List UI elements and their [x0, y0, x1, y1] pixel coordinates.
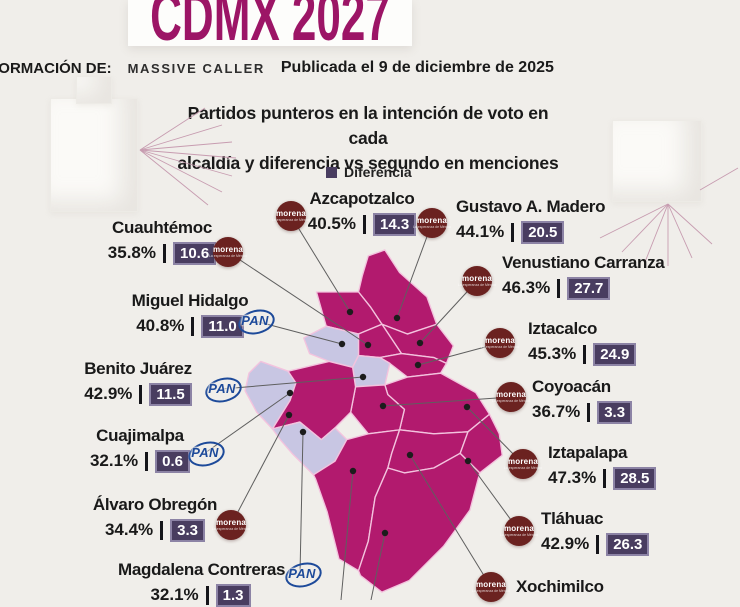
label-xochimilco: Xochimilco: [516, 577, 604, 596]
title-banner: CDMX 2027: [128, 0, 412, 56]
pct-value: 35.8%: [107, 243, 156, 263]
region-benito-juarez: [351, 354, 391, 388]
diff-badge: 26.3: [606, 532, 650, 556]
morena-badge-iztacalco: morena La esperanza de México: [481, 328, 519, 358]
diff-badge: 3.3: [170, 518, 206, 542]
ballot-box-left: [50, 98, 138, 212]
diff-badge: 0.6: [155, 449, 191, 473]
pct-value: 36.7%: [532, 402, 581, 422]
morena-badge-iztapalapa: morena La esperanza de México: [504, 449, 542, 479]
pct-value: 40.5%: [307, 214, 356, 234]
label-venustiano-carranza: Venustiano Carranza 46.3% 27.7: [502, 253, 682, 300]
label-miguel-hidalgo: Miguel Hidalgo 40.8% 11.0: [110, 291, 270, 338]
pct-value: 46.3%: [502, 278, 551, 298]
source-name: MASSIVE CALLER: [127, 60, 265, 76]
pct-value: 42.9%: [84, 384, 133, 404]
label-iztapalapa: Iztapalapa 47.3% 28.5: [548, 443, 688, 490]
label-magdalena-contreras: Magdalena Contreras 32.1% 1.3: [118, 560, 285, 607]
cdmx-map: [244, 249, 503, 593]
pan-badge-cuajimalpa: PAN: [185, 437, 228, 471]
pan-badge-miguel-hidalgo: PAN: [235, 305, 278, 339]
ballot-box-right: [612, 120, 702, 202]
region-coyoacan: [349, 384, 406, 435]
morena-badge-gustavo-a-madero: morena La esperanza de México: [413, 208, 451, 238]
diff-badge: 28.5: [613, 466, 657, 490]
morena-badge-cuauhtemoc: morena La esperanza de México: [209, 237, 247, 267]
pct-value: 45.3%: [528, 344, 577, 364]
pct-value: 40.8%: [136, 316, 185, 336]
source-line: INFORMACIÓN DE: MASSIVE CALLER Publicada…: [0, 57, 554, 79]
pct-value: 32.1%: [150, 585, 199, 605]
morena-badge-xochimilco: morena La esperanza de México: [472, 572, 510, 602]
published-date: Publicada el 9 de diciembre de 2025: [280, 59, 554, 76]
diff-badge: 11.5: [149, 382, 192, 406]
morena-badge-venustiano-carranza: morena La esperanza de México: [458, 266, 496, 296]
source-prefix: INFORMACIÓN DE:: [0, 59, 112, 77]
region-miguel-hidalgo: [303, 325, 360, 368]
label-gustavo-a-madero: Gustavo A. Madero 44.1% 20.5: [456, 197, 626, 244]
label-cuajimalpa: Cuajimalpa 32.1% 0.6: [60, 426, 220, 473]
legend-diferencia: Diferencia: [326, 164, 412, 180]
pct-value: 42.9%: [541, 534, 590, 554]
label-azcapotzalco: Azcapotzalco 40.5% 14.3: [300, 189, 424, 236]
pan-badge-benito-juarez: PAN: [202, 373, 245, 407]
label-iztacalco: Iztacalco 45.3% 24.9: [528, 319, 658, 366]
morena-badge-azcapotzalco: morena La esperanza de México: [272, 201, 310, 231]
pct-value: 34.4%: [104, 520, 154, 540]
label-coyoacan: Coyoacán 36.7% 3.3: [532, 377, 662, 424]
legend-swatch: [326, 166, 337, 178]
diff-badge: 11.0: [201, 314, 244, 338]
page-title: CDMX 2027: [150, 0, 390, 56]
pct-value: 44.1%: [456, 222, 505, 242]
diff-badge: 27.7: [567, 276, 611, 300]
pan-badge-magdalena-contreras: PAN: [282, 558, 325, 592]
label-benito-juarez: Benito Juárez 42.9% 11.5: [58, 359, 218, 406]
morena-badge-tlahuac: morena La esperanza de México: [500, 516, 538, 546]
diff-badge: 14.3: [373, 212, 417, 236]
diff-badge: 24.9: [593, 342, 637, 366]
label-tlahuac: Tláhuac 42.9% 26.3: [541, 509, 671, 556]
morena-badge-coyoacan: morena La esperanza de México: [492, 382, 530, 412]
ballot-box-left-lid: [76, 76, 112, 104]
diff-badge: 1.3: [215, 583, 251, 607]
label-cuauhtemoc: Cuauhtémoc 35.8% 10.6: [62, 218, 262, 265]
diff-badge: 20.5: [521, 220, 565, 244]
diff-badge: 10.6: [173, 241, 217, 265]
morena-badge-alvaro-obregon: morena La esperanza de México: [212, 510, 250, 540]
pct-value: 47.3%: [548, 468, 597, 488]
pct-value: 32.1%: [89, 451, 139, 471]
diff-badge: 3.3: [597, 400, 633, 424]
subtitle: Partidos punteros en la intención de vot…: [177, 103, 559, 173]
label-alvaro-obregon: Álvaro Obregón 34.4% 3.3: [75, 495, 235, 542]
